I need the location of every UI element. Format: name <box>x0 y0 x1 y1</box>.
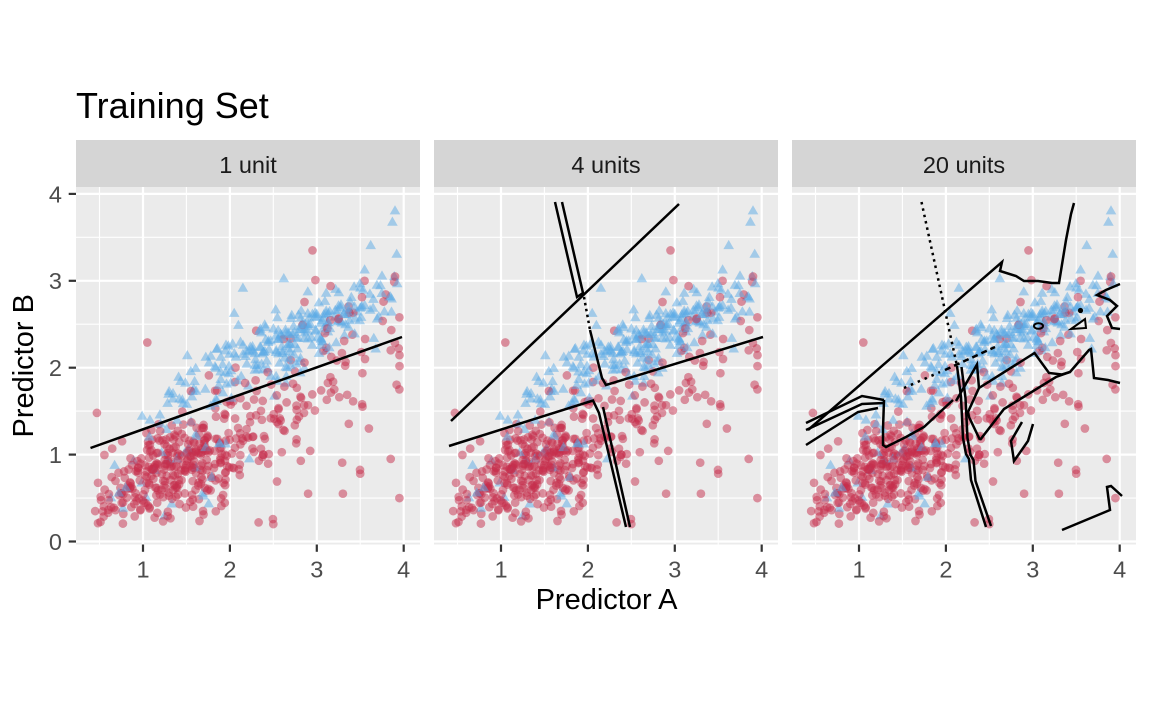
svg-text:1: 1 <box>136 557 149 583</box>
svg-text:2: 2 <box>223 557 236 583</box>
svg-text:4: 4 <box>397 557 410 583</box>
svg-text:2: 2 <box>939 557 952 583</box>
svg-text:1: 1 <box>852 557 865 583</box>
svg-text:3: 3 <box>668 557 681 583</box>
svg-text:3: 3 <box>49 268 62 294</box>
svg-text:1 unit: 1 unit <box>219 152 277 178</box>
svg-text:Training Set: Training Set <box>76 85 269 126</box>
svg-text:1: 1 <box>49 442 62 468</box>
svg-text:Predictor A: Predictor A <box>536 584 678 616</box>
svg-text:4: 4 <box>755 557 768 583</box>
svg-text:0: 0 <box>49 529 62 555</box>
svg-text:3: 3 <box>1026 557 1039 583</box>
svg-text:Predictor B: Predictor B <box>8 294 40 437</box>
svg-text:4 units: 4 units <box>571 152 640 178</box>
svg-text:4: 4 <box>1113 557 1126 583</box>
svg-text:1: 1 <box>494 557 507 583</box>
svg-text:2: 2 <box>581 557 594 583</box>
svg-text:3: 3 <box>310 557 323 583</box>
svg-text:2: 2 <box>49 355 62 381</box>
svg-text:4: 4 <box>49 181 62 207</box>
svg-text:20 units: 20 units <box>923 152 1005 178</box>
